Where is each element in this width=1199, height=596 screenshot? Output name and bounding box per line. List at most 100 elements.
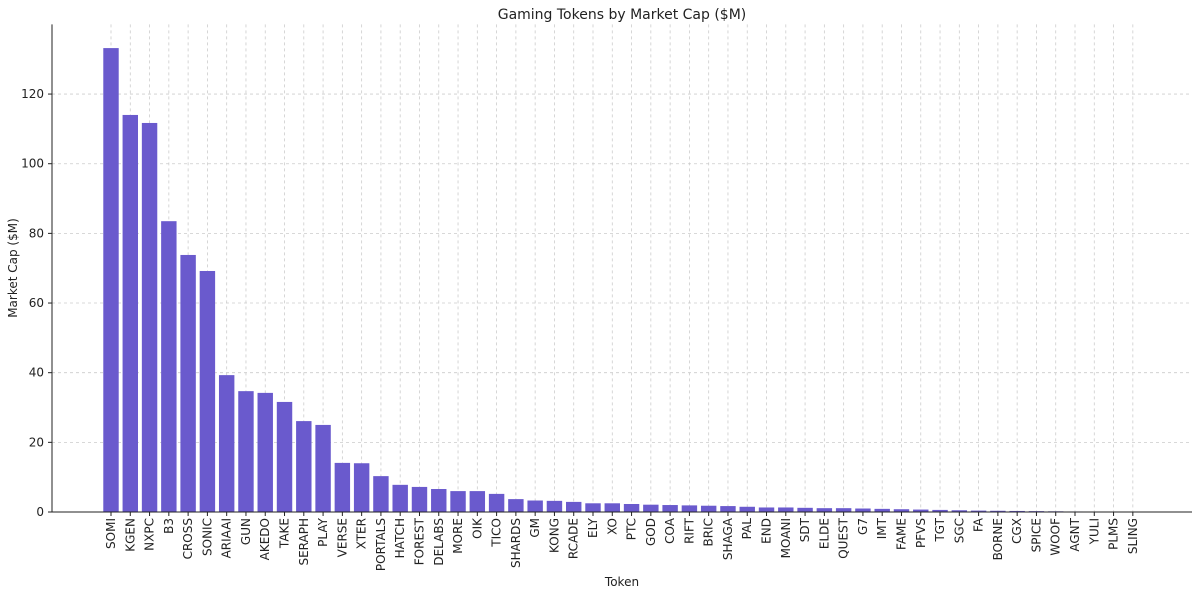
x-tick-label: KGEN	[123, 518, 137, 552]
x-tick-label: END	[760, 518, 774, 544]
bar	[103, 48, 119, 512]
bar	[835, 508, 852, 512]
x-tick-label: SHAGA	[721, 517, 735, 560]
x-tick-label: FA	[972, 517, 986, 532]
bar	[951, 510, 968, 512]
x-tick-label: FOREST	[412, 517, 426, 565]
x-tick-label: PAL	[740, 518, 754, 540]
x-tick-label: ARIAAI	[220, 518, 234, 558]
x-tick-label: B3	[162, 518, 176, 534]
x-tick-label: BRIC	[702, 518, 716, 547]
bar	[508, 499, 524, 512]
x-tick-label: PORTALS	[374, 518, 388, 571]
x-tick-label: OIK	[470, 517, 484, 539]
bar	[546, 500, 563, 512]
y-axis-label: Market Cap ($M)	[6, 218, 20, 318]
x-tick-label: TAKE	[278, 518, 292, 549]
bar	[122, 114, 138, 512]
bar	[566, 501, 582, 512]
y-tick-label: 20	[29, 435, 44, 449]
bar	[315, 424, 331, 512]
bar	[488, 493, 505, 512]
bar	[411, 486, 428, 512]
bar	[527, 500, 543, 512]
bar	[373, 476, 389, 512]
bar	[334, 462, 351, 512]
bar	[469, 491, 486, 512]
x-tick-label: PLMS	[1107, 518, 1121, 550]
x-tick-label: ELDE	[817, 518, 831, 549]
x-tick-label: AKEDO	[258, 518, 272, 560]
bar	[797, 507, 813, 512]
x-tick-label: PTC	[625, 518, 639, 540]
bar	[720, 506, 736, 512]
chart-title: Gaming Tokens by Market Cap ($M)	[498, 7, 747, 23]
bar	[450, 491, 466, 512]
x-tick-label: BORNE	[991, 518, 1005, 560]
bar	[141, 122, 158, 513]
bar	[893, 509, 910, 512]
x-tick-label: GUN	[239, 518, 253, 545]
bar	[778, 507, 794, 512]
x-tick-label: DELABS	[432, 518, 446, 566]
y-tick-label: 100	[21, 157, 44, 171]
x-tick-label: NXPC	[143, 518, 157, 551]
x-tick-label: SHARDS	[509, 518, 523, 568]
bar	[681, 505, 698, 512]
bar	[1009, 510, 1025, 512]
x-tick-label: MORE	[451, 518, 465, 554]
bar	[739, 506, 755, 512]
x-tick-label: GOD	[644, 518, 658, 546]
bar	[970, 510, 987, 512]
y-tick-label: 40	[29, 366, 44, 380]
bar	[276, 401, 293, 512]
y-tick-label: 60	[29, 296, 44, 310]
bar	[855, 508, 871, 512]
x-tick-label: AGNT	[1068, 517, 1082, 551]
x-tick-label: CROSS	[181, 518, 195, 559]
x-tick-label: SPICE	[1029, 518, 1043, 552]
x-tick-label: CGX	[1010, 518, 1024, 544]
bar	[604, 503, 620, 512]
bar	[816, 508, 833, 512]
x-tick-label: MOANI	[779, 518, 793, 558]
bar	[643, 504, 659, 512]
bar	[758, 507, 775, 512]
bar	[431, 489, 447, 512]
bar	[623, 503, 640, 512]
bar	[257, 392, 273, 512]
x-tick-label: TICO	[490, 518, 504, 548]
x-tick-label: SONIC	[200, 518, 214, 556]
x-tick-label: ELY	[586, 517, 600, 538]
x-tick-label: PFVS	[914, 518, 928, 548]
x-tick-label: YULI	[1087, 518, 1101, 545]
bar	[392, 484, 408, 512]
x-tick-label: XTER	[355, 518, 369, 549]
bar	[585, 503, 601, 512]
x-tick-label: SOMI	[104, 518, 118, 549]
x-tick-label: SERAPH	[297, 518, 311, 566]
bar	[199, 270, 216, 512]
bar	[874, 508, 890, 512]
bar	[353, 463, 370, 512]
y-tick-label: 120	[21, 87, 44, 101]
bar	[990, 510, 1006, 512]
x-tick-label: VERSE	[335, 518, 349, 557]
x-tick-label: WOOF	[1049, 518, 1063, 556]
x-axis-label: Token	[604, 575, 639, 589]
x-tick-label: SDT	[798, 517, 812, 542]
x-tick-label: SLING	[1126, 518, 1140, 554]
x-tick-label: G7	[856, 518, 870, 535]
x-tick-label: COA	[663, 517, 677, 544]
bar	[932, 509, 948, 512]
x-tick-label: GM	[528, 518, 542, 538]
x-tick-label: FAME	[894, 518, 908, 550]
x-tick-label: IMT	[875, 517, 889, 539]
x-tick-label: RCADE	[567, 518, 581, 559]
x-tick-label: RIFT	[682, 517, 696, 544]
x-tick-label: QUEST	[837, 517, 851, 558]
bar	[662, 505, 678, 512]
x-tick-label: PLAY	[316, 517, 330, 546]
x-tick-label: TGT	[933, 517, 947, 542]
x-tick-label: HATCH	[393, 518, 407, 558]
